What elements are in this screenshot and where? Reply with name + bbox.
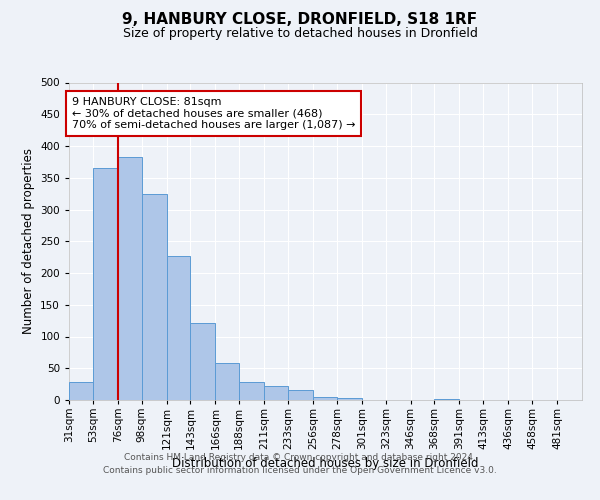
Bar bbox=[190, 323, 215, 400]
Bar bbox=[69, 382, 93, 400]
Bar bbox=[93, 168, 118, 400]
Bar bbox=[239, 382, 264, 400]
Text: Contains HM Land Registry data © Crown copyright and database right 2024.: Contains HM Land Registry data © Crown c… bbox=[124, 452, 476, 462]
Bar bbox=[313, 397, 337, 400]
X-axis label: Distribution of detached houses by size in Dronfield: Distribution of detached houses by size … bbox=[172, 458, 479, 470]
Bar bbox=[288, 390, 313, 400]
Bar bbox=[215, 363, 239, 400]
Text: Size of property relative to detached houses in Dronfield: Size of property relative to detached ho… bbox=[122, 28, 478, 40]
Bar bbox=[118, 157, 142, 400]
Y-axis label: Number of detached properties: Number of detached properties bbox=[22, 148, 35, 334]
Text: Contains public sector information licensed under the Open Government Licence v3: Contains public sector information licen… bbox=[103, 466, 497, 475]
Bar bbox=[167, 256, 190, 400]
Text: 9, HANBURY CLOSE, DRONFIELD, S18 1RF: 9, HANBURY CLOSE, DRONFIELD, S18 1RF bbox=[122, 12, 478, 28]
Bar bbox=[142, 194, 167, 400]
Bar bbox=[264, 386, 288, 400]
Text: 9 HANBURY CLOSE: 81sqm
← 30% of detached houses are smaller (468)
70% of semi-de: 9 HANBURY CLOSE: 81sqm ← 30% of detached… bbox=[71, 97, 355, 130]
Bar bbox=[337, 398, 362, 400]
Bar bbox=[434, 398, 460, 400]
